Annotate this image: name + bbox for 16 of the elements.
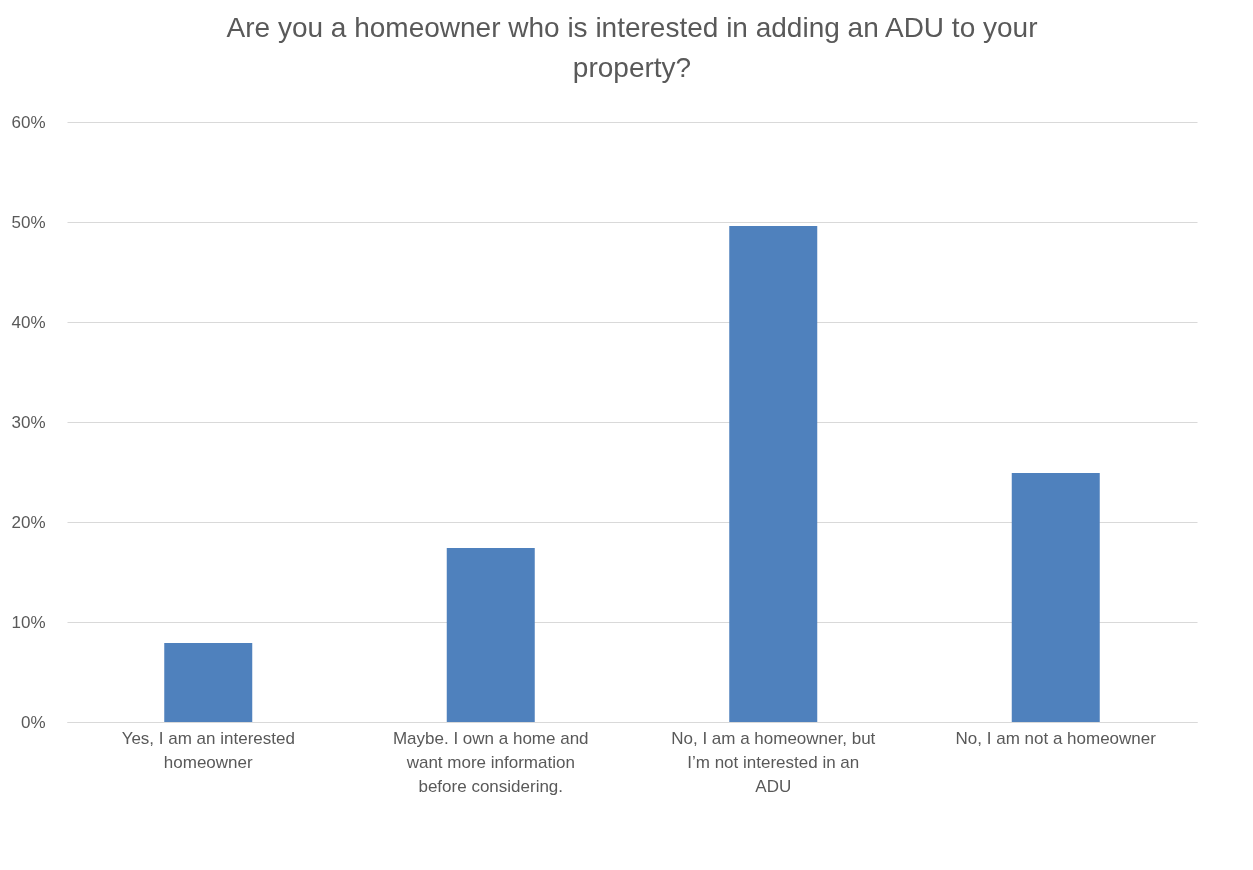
x-tick-label: No, I am a homeowner, but I’m not interested in an ADU (671, 728, 876, 796)
x-tick-label: Yes, I am an interested homeowner (121, 728, 295, 772)
bar (1011, 473, 1100, 722)
y-tick-label: 40% (11, 312, 46, 332)
y-tick-label: 10% (11, 612, 46, 632)
x-tick-label: Maybe. I own a home and want more information before considering. (392, 728, 589, 796)
y-tick-label: 20% (11, 512, 46, 532)
y-tick-label: 0% (20, 712, 46, 732)
y-tick-label: 30% (11, 412, 46, 432)
chart-title: Are you a homeowner who is interested in adding an ADU to your property? (226, 12, 1038, 83)
y-tick-label: 50% (11, 212, 46, 232)
bar (164, 643, 253, 722)
bar (729, 226, 818, 722)
y-tick-label: 60% (11, 112, 46, 132)
x-tick-label: No, I am not a homeowner (955, 728, 1157, 748)
bar (446, 548, 535, 722)
